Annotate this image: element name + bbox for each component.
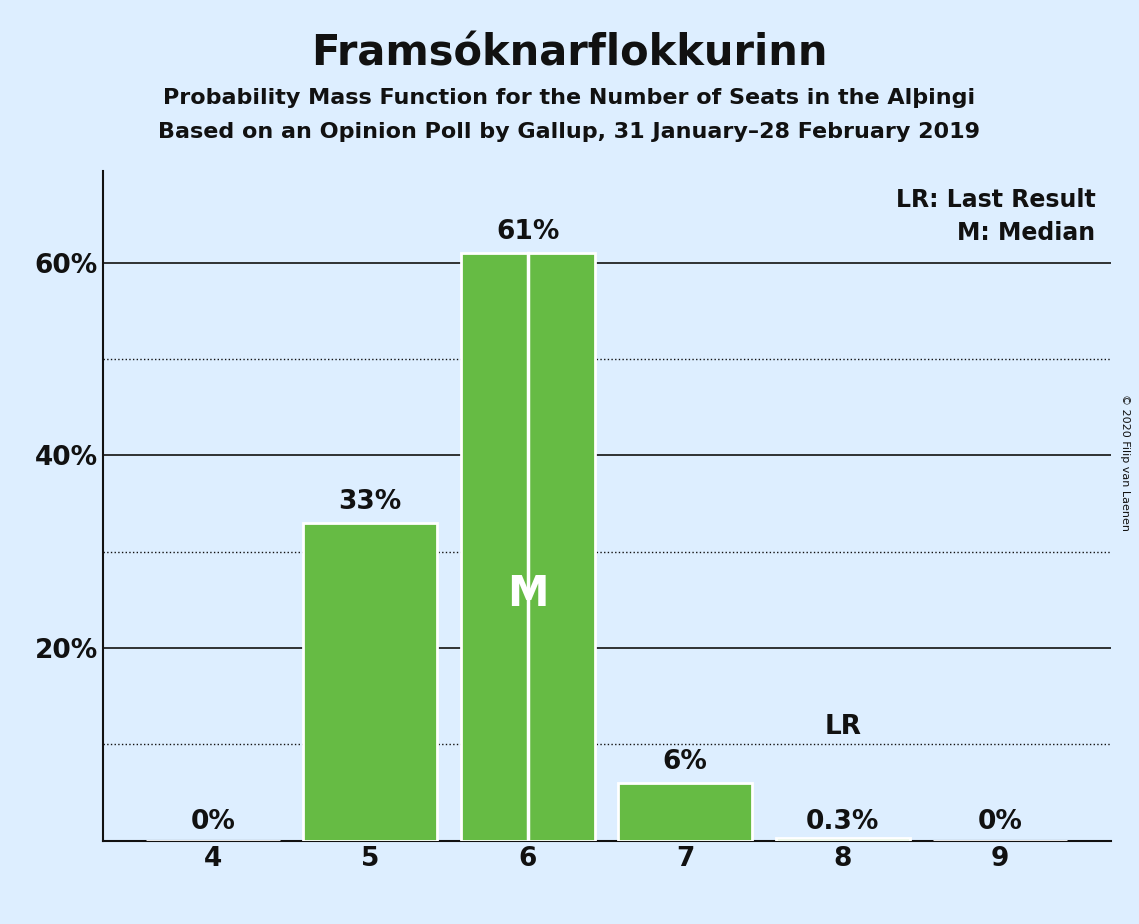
Text: Framsóknarflokkurinn: Framsóknarflokkurinn: [311, 32, 828, 74]
Text: 0%: 0%: [190, 809, 235, 835]
Text: Based on an Opinion Poll by Gallup, 31 January–28 February 2019: Based on an Opinion Poll by Gallup, 31 J…: [158, 122, 981, 142]
Text: 0%: 0%: [978, 809, 1023, 835]
Bar: [461, 253, 595, 841]
Text: Probability Mass Function for the Number of Seats in the Alþingi: Probability Mass Function for the Number…: [163, 88, 976, 108]
Text: 61%: 61%: [497, 219, 559, 245]
Text: © 2020 Filip van Laenen: © 2020 Filip van Laenen: [1121, 394, 1130, 530]
Text: M: Median: M: Median: [957, 221, 1096, 245]
Text: 33%: 33%: [338, 489, 402, 515]
Text: LR: Last Result: LR: Last Result: [895, 188, 1096, 212]
Text: LR: LR: [825, 713, 861, 739]
Bar: [776, 838, 910, 841]
Text: 0.3%: 0.3%: [806, 809, 879, 835]
Bar: [618, 783, 752, 841]
Text: 6%: 6%: [663, 749, 707, 775]
Bar: [303, 523, 437, 841]
Text: M: M: [507, 573, 549, 614]
